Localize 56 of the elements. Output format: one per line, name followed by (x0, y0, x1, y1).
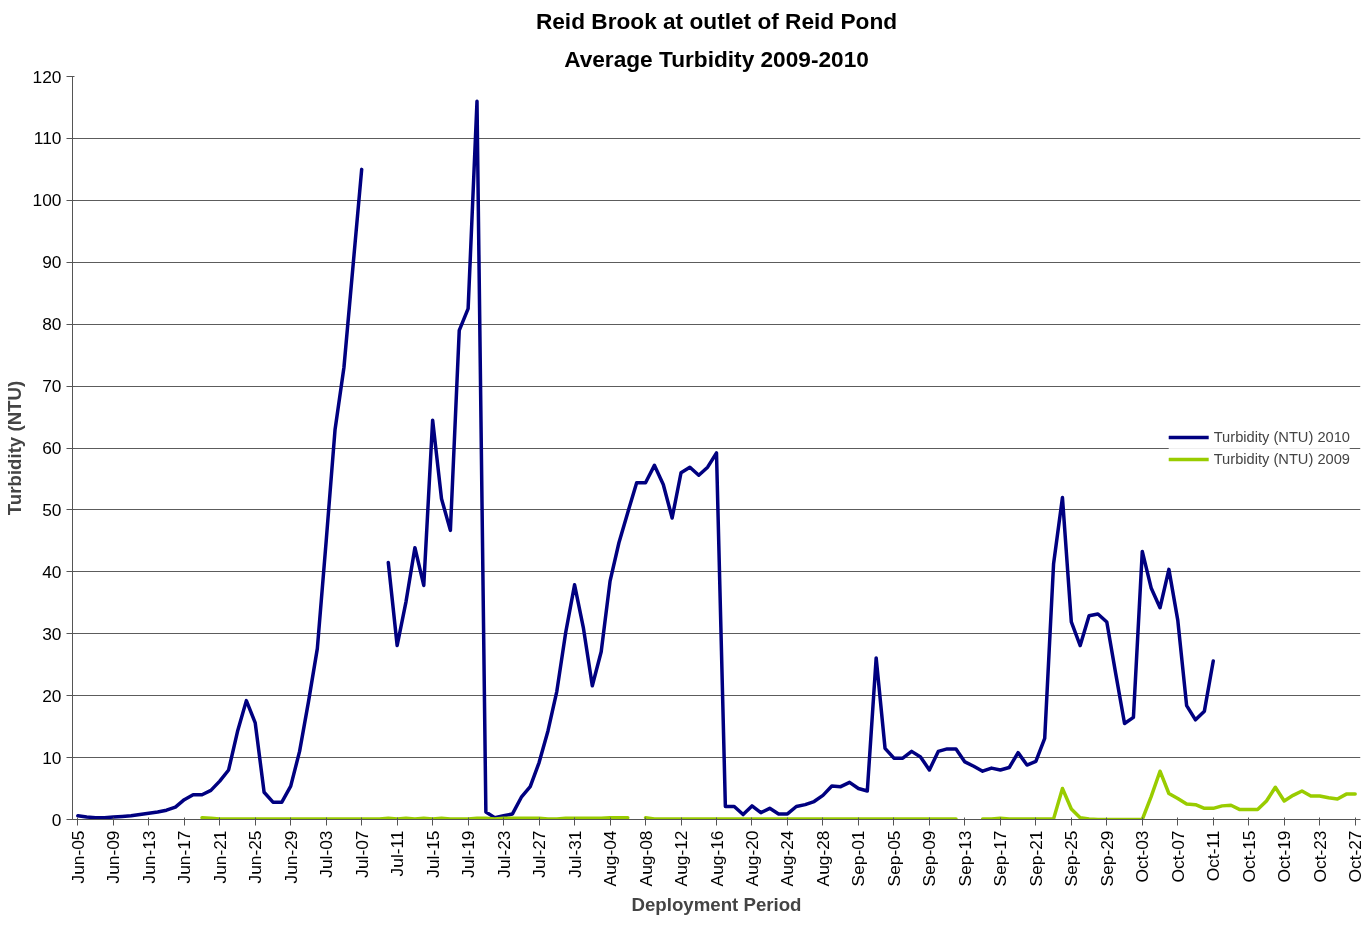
y-tick-label: 10 (42, 747, 62, 768)
x-tick-label: Sep-13 (954, 830, 975, 887)
x-tick-label: Oct-11 (1203, 830, 1224, 882)
x-tick-label: Jul-31 (564, 830, 585, 878)
chart-subtitle: Average Turbidity 2009-2010 (564, 45, 869, 72)
y-tick-label: 50 (42, 499, 62, 520)
x-tick-label: Sep-09 (919, 830, 940, 887)
x-tick-label: Oct-07 (1167, 830, 1188, 883)
x-tick-label: Aug-24 (777, 830, 798, 887)
y-axis-title: Turbidity (NTU) (3, 380, 25, 516)
y-tick-label: 70 (42, 376, 62, 397)
x-tick-label: Sep-29 (1096, 830, 1117, 887)
x-tick-label: Jun-29 (280, 830, 301, 884)
x-tick-label: Jul-15 (422, 830, 443, 878)
x-tick-label: Jul-23 (493, 830, 514, 878)
x-tick-label: Sep-25 (1061, 830, 1082, 887)
x-tick-label: Jul-27 (529, 830, 550, 878)
x-tick-label: Oct-27 (1345, 830, 1366, 883)
y-tick-label: 40 (42, 561, 62, 582)
x-tick-label: Jul-19 (458, 830, 479, 878)
x-tick-label: Sep-17 (990, 830, 1011, 887)
x-tick-label: Aug-12 (671, 830, 692, 887)
x-tick-label: Sep-01 (848, 830, 869, 887)
chart-title: Reid Brook at outlet of Reid Pond (535, 7, 898, 34)
x-tick-label: Aug-20 (741, 830, 762, 887)
y-tick-label: 0 (51, 809, 62, 830)
x-tick-label: Oct-03 (1132, 830, 1153, 883)
x-tick-label: Aug-04 (600, 830, 621, 887)
y-tick-label: 100 (32, 190, 62, 211)
x-tick-label: Jul-03 (316, 830, 337, 878)
x-tick-label: Aug-08 (635, 830, 656, 887)
x-tick-label: Jun-25 (245, 830, 266, 884)
x-tick-label: Jun-09 (103, 830, 124, 884)
x-tick-label: Jul-11 (387, 830, 408, 877)
y-tick-label: 90 (42, 252, 62, 273)
x-tick-label: Oct-15 (1238, 830, 1259, 883)
legend-label: Turbidity (NTU) 2009 (1213, 450, 1350, 467)
x-tick-label: Aug-28 (812, 830, 833, 887)
y-tick-label: 30 (42, 623, 62, 644)
x-tick-label: Sep-05 (883, 830, 904, 887)
x-tick-label: Jun-05 (67, 830, 88, 884)
x-axis-title: Deployment Period (631, 894, 802, 916)
y-tick-label: 120 (32, 66, 62, 87)
legend-label: Turbidity (NTU) 2010 (1213, 428, 1350, 445)
x-tick-label: Sep-21 (1025, 830, 1046, 887)
y-tick-label: 80 (42, 314, 62, 335)
y-tick-label: 20 (42, 685, 62, 706)
x-tick-label: Jun-17 (174, 830, 195, 884)
x-tick-label: Aug-16 (706, 830, 727, 887)
x-tick-label: Jul-07 (351, 830, 372, 878)
y-tick-label: 60 (42, 438, 62, 458)
x-tick-label: Oct-19 (1274, 830, 1295, 883)
x-tick-label: Jun-21 (209, 830, 230, 884)
y-tick-label: 110 (33, 128, 62, 149)
x-tick-label: Jun-13 (138, 830, 159, 884)
x-tick-label: Oct-23 (1309, 830, 1330, 883)
